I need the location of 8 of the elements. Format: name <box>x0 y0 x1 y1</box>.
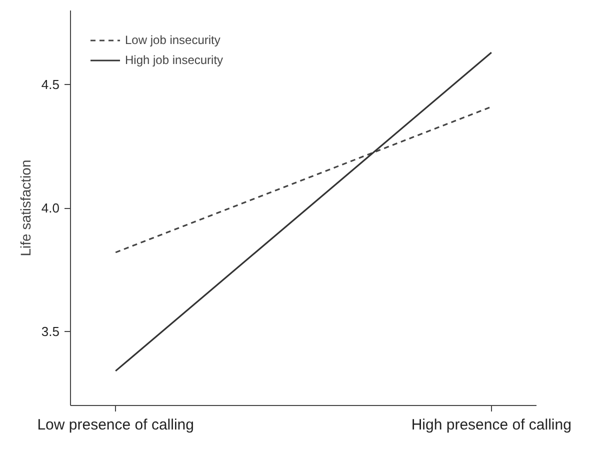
y-tick-label: 3.5 <box>41 324 60 339</box>
x-tick-label: Low presence of calling <box>37 416 194 434</box>
legend-label: High job insecurity <box>125 53 224 67</box>
y-tick-label: 4.0 <box>41 200 60 216</box>
y-axis-title: Life satisfaction <box>17 160 34 256</box>
legend-label: Low job insecurity <box>125 33 220 47</box>
y-tick-label: 4.5 <box>41 77 60 92</box>
x-tick-label: High presence of calling <box>411 416 572 434</box>
